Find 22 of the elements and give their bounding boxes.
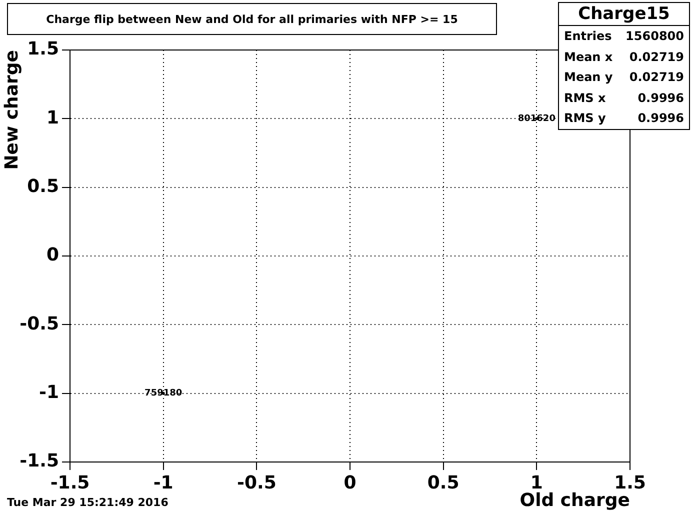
annotation: 759180 xyxy=(144,388,182,399)
text: Mean y 0.02719 xyxy=(564,70,684,84)
x-tick-label: -1 xyxy=(153,472,174,494)
text: Charge15 xyxy=(559,3,689,26)
y-tick-label: -0.5 xyxy=(20,313,59,334)
text: RMS x 0.9996 xyxy=(564,90,684,104)
text: RMS y 0.9996 xyxy=(564,111,684,125)
y-tick-label: 1.5 xyxy=(27,38,59,60)
y-tick-label: 1 xyxy=(46,107,59,128)
y-tick-label: -1 xyxy=(39,382,59,404)
annotation: 801620 xyxy=(518,114,556,124)
chart-title: Charge flip between New and Old for all primaries with NFP >= 15 xyxy=(7,3,497,35)
text: Tue Mar 29 15:21:49 2016 xyxy=(7,496,168,509)
x-tick-label: 0 xyxy=(344,472,356,494)
y-tick-label: -1.5 xyxy=(20,450,59,472)
y-axis-title: New charge xyxy=(1,50,22,170)
text: Mean x 0.02719 xyxy=(564,50,684,64)
x-tick-label: -0.5 xyxy=(236,472,276,494)
x-tick-label: 0.5 xyxy=(427,472,460,494)
text: Entries 1560800 xyxy=(564,28,684,45)
y-tick-label: 0.5 xyxy=(27,176,59,198)
y-tick-label: 0 xyxy=(46,244,59,266)
